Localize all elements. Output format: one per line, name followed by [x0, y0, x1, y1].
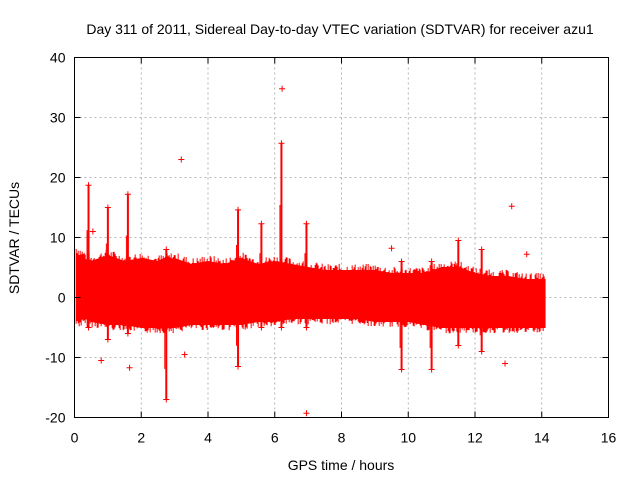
outlier-marker [279, 85, 286, 92]
y-tick-label: 40 [50, 50, 66, 66]
x-tick-label: 14 [534, 430, 550, 446]
y-tick-label: 10 [50, 230, 66, 246]
outlier-marker [303, 410, 310, 417]
spike-top-marker [478, 246, 485, 253]
x-axis: 0 2 4 6 8 10 12 14 16 [71, 57, 617, 446]
spike-bottom-marker [478, 348, 485, 355]
y-axis: -20 -10 0 10 20 30 40 [45, 50, 609, 426]
spike-bottom-marker [124, 330, 131, 337]
spike-bottom-marker [104, 336, 111, 343]
data-spikes [85, 140, 485, 403]
y-tick-label: -20 [45, 410, 65, 426]
spike-bottom-marker [398, 366, 405, 373]
outlier-marker [181, 351, 188, 358]
y-tick-label: -10 [45, 350, 65, 366]
spike-bottom-marker [428, 366, 435, 373]
spike-top-marker [163, 246, 170, 253]
spike-bottom-marker [278, 324, 285, 331]
x-tick-label: 16 [601, 430, 617, 446]
y-tick-label: 30 [50, 110, 66, 126]
spike-bottom-marker [235, 363, 242, 370]
y-axis-title: SDTVAR / TECUs [6, 182, 22, 294]
spike-top-marker [428, 258, 435, 265]
y-tick-label: 0 [58, 290, 66, 306]
outlier-marker [98, 357, 105, 364]
spike-bottom-marker [258, 324, 265, 331]
x-tick-label: 4 [204, 430, 212, 446]
outlier-marker [89, 228, 96, 235]
chart-title: Day 311 of 2011, Sidereal Day-to-day VTE… [86, 21, 594, 37]
spike-top-marker [124, 191, 131, 198]
band-noise [75, 248, 545, 334]
grid-lines [74, 57, 609, 418]
spike-top-marker [235, 206, 242, 213]
outlier-marker [508, 203, 515, 210]
spike-top-marker [398, 258, 405, 265]
y-tick-label: 20 [50, 170, 66, 186]
x-axis-title: GPS time / hours [288, 457, 395, 473]
spike-top-marker [85, 182, 92, 189]
x-tick-label: 2 [137, 430, 145, 446]
spike-top-marker [303, 220, 310, 227]
spike-bottom-marker [303, 324, 310, 331]
x-tick-label: 12 [467, 430, 483, 446]
data-band [75, 248, 546, 334]
outlier-marker [523, 251, 530, 258]
x-tick-label: 6 [271, 430, 279, 446]
x-tick-label: 0 [71, 430, 79, 446]
outlier-marker [178, 156, 185, 163]
spike-bottom-marker [163, 396, 170, 403]
data-outliers [89, 85, 530, 417]
spike-top-marker [104, 204, 111, 211]
spike-top-marker [258, 220, 265, 227]
outlier-marker [388, 245, 395, 252]
spike-top-marker [278, 140, 285, 147]
x-tick-label: 8 [338, 430, 346, 446]
spike-bottom-marker [455, 342, 462, 349]
spike-top-marker [455, 237, 462, 244]
outlier-marker [502, 360, 509, 367]
spike-bottom-marker [85, 324, 92, 331]
x-tick-label: 10 [400, 430, 416, 446]
outlier-marker [126, 364, 133, 371]
